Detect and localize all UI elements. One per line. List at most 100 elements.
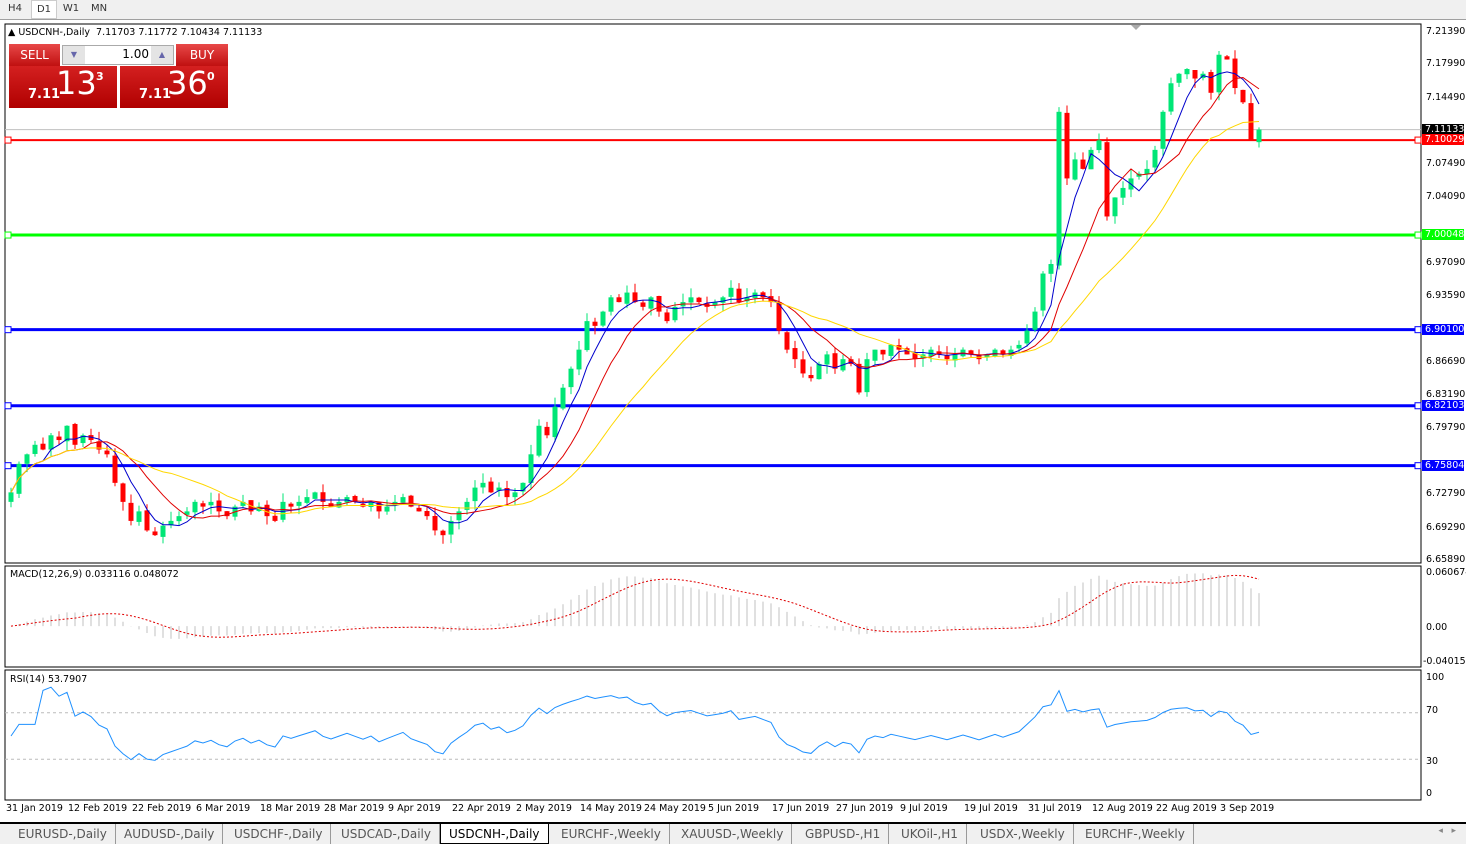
date-axis-label: 2 May 2019 [516,803,572,814]
chart-tab[interactable]: EURCHF-,Weekly [553,824,670,844]
volume-down-icon[interactable]: ▼ [63,46,85,64]
candle-body [1104,142,1110,217]
buy-button[interactable]: BUY [176,44,228,66]
timeframe-mn[interactable]: MN [90,3,108,14]
candle-body [632,292,638,303]
chart-tab[interactable]: USDCNH-,Daily [440,824,549,844]
chart-tab[interactable]: EURCHF-,Weekly [1077,824,1194,844]
chart-tab[interactable]: USDCHF-,Daily [226,824,332,844]
chart-tab[interactable]: AUDUSD-,Daily [116,824,224,844]
candle-body [992,349,998,357]
candle-body [464,501,470,510]
level-handle [1414,462,1422,470]
macd-panel-border [4,565,1422,668]
candle-body [304,497,310,503]
rsi-line [10,686,1260,761]
candle-body [952,354,958,361]
macd-axis-min: -0.040152 [1423,656,1466,667]
candle-body [352,496,358,502]
main-panel-border [4,23,1422,564]
candle-body [672,306,678,321]
candle-body [528,454,534,483]
chart-tab[interactable]: UKOil-,H1 [893,824,967,844]
candle-body [1192,70,1198,79]
timeframe-w1[interactable]: W1 [62,3,80,14]
candle-body [480,482,486,488]
candle-body [520,482,526,492]
date-axis-label: 19 Jul 2019 [964,803,1018,814]
timeframe-h4[interactable]: H4 [8,3,22,14]
collapse-icon[interactable]: ▲ [8,27,19,38]
rsi-axis-0: 0 [1426,788,1433,799]
candle-body [296,501,302,506]
candle-body [1112,197,1118,217]
chart-tab[interactable]: USDCAD-,Daily [333,824,440,844]
candle-body [616,297,622,303]
candle-body [104,450,110,455]
candle-body [1224,56,1230,60]
rsi-label: RSI(14) 53.7907 [10,674,88,685]
chart-tab[interactable]: USDX-,Weekly [972,824,1074,844]
sell-price[interactable]: 7.11 13 3 [9,64,117,108]
level-handle [4,136,12,144]
candle-body [144,510,150,531]
candle-body [592,321,598,326]
date-axis-label: 9 Jul 2019 [900,803,948,814]
candle-body [384,506,390,512]
date-axis-label: 31 Jan 2019 [6,803,63,814]
rsi-panel-border [4,669,1422,801]
candle-body [688,297,694,303]
candle-body [816,363,822,380]
sell-button[interactable]: SELL [9,44,60,66]
candle-body [640,302,646,307]
sell-price-prefix: 7.11 [28,87,61,102]
candle-body [504,488,510,498]
chart-tab[interactable]: EURUSD-,Daily [10,824,116,844]
candle-body [656,295,662,312]
date-axis-label: 14 May 2019 [580,803,642,814]
tab-scroll-arrows-icon[interactable]: ◂ ▸ [1438,826,1456,836]
candle-body [1048,264,1054,274]
candle-body [664,312,670,322]
symbol-name: USDCNH-,Daily [18,27,90,38]
candle-body [1144,168,1150,175]
candle-body [1032,311,1038,330]
candle-body [712,302,718,306]
candle-body [136,511,142,522]
price-axis-label: 7.21390 [1426,26,1466,37]
level-price-tag: 7.00048 [1422,229,1464,241]
candle-body [576,349,582,370]
candle-body [1152,149,1158,168]
moving-average-mid [10,77,1260,519]
chart-tab[interactable]: GBPUSD-,H1 [797,824,890,844]
candle-body [928,349,934,357]
candle-body [544,426,550,436]
timeframe-d1[interactable]: D1 [31,0,57,19]
candle-body [536,425,542,456]
candle-body [472,487,478,502]
candle-body [864,359,870,393]
level-handle [1414,231,1422,239]
candle-body [776,301,782,331]
candle-body [216,500,222,512]
candle-body [160,525,166,537]
sell-price-fraction: 3 [96,70,104,83]
candle-body [1080,159,1086,169]
volume-stepper[interactable]: ▼ 1.00 ▲ [62,45,174,65]
level-price-tag: 6.75804 [1422,459,1464,471]
candle-body [416,507,422,512]
buy-price-pips: 36 [167,64,208,102]
volume-input[interactable]: 1.00 [122,47,149,61]
one-click-trading-panel: SELL ▼ 1.00 ▲ BUY 7.11 13 3 7.11 36 0 [9,44,228,108]
candle-body [1256,129,1262,143]
date-axis-label: 18 Mar 2019 [260,803,321,814]
level-price-tag: 6.90100 [1422,323,1464,335]
volume-up-icon[interactable]: ▲ [151,46,173,64]
candle-body [1176,73,1182,83]
candle-body [1024,330,1030,344]
level-handle [4,402,12,410]
chart-tab[interactable]: XAUUSD-,Weekly [673,824,793,844]
candle-body [1096,140,1102,151]
buy-price[interactable]: 7.11 36 0 [120,64,228,108]
